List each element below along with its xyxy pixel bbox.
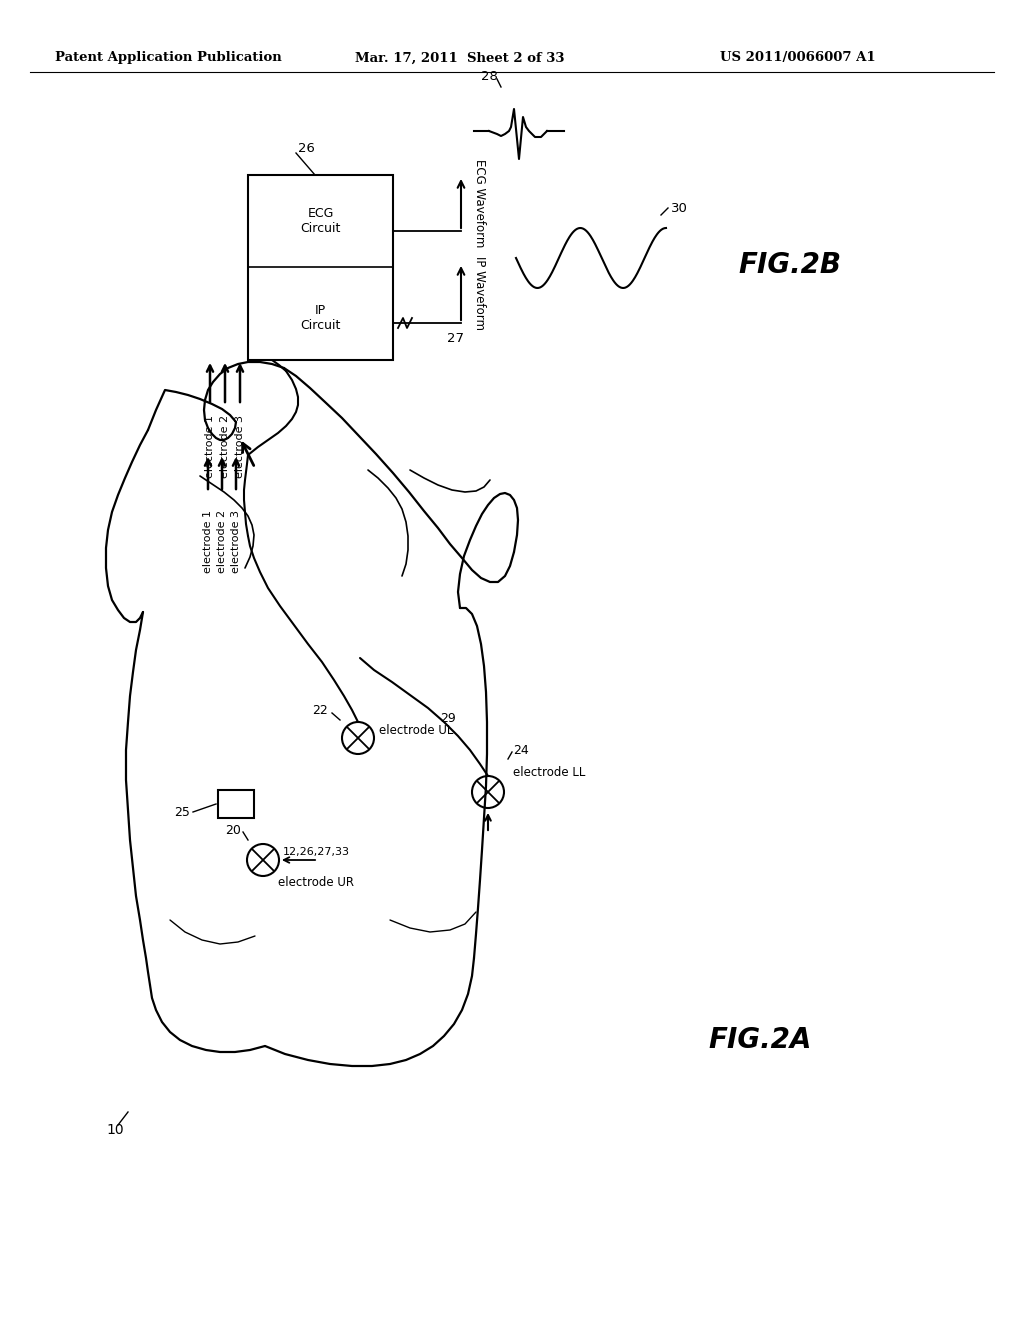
Text: 27: 27 bbox=[447, 333, 465, 346]
Text: FIG.2B: FIG.2B bbox=[738, 251, 842, 279]
Text: electrode 1: electrode 1 bbox=[205, 414, 215, 478]
Text: electrode 2: electrode 2 bbox=[217, 510, 227, 573]
Text: 12,26,27,33: 12,26,27,33 bbox=[283, 847, 350, 857]
Text: Mar. 17, 2011  Sheet 2 of 33: Mar. 17, 2011 Sheet 2 of 33 bbox=[355, 51, 564, 65]
Text: electrode 3: electrode 3 bbox=[234, 414, 245, 478]
Bar bbox=[248, 176, 393, 360]
Text: electrode 2: electrode 2 bbox=[220, 414, 230, 478]
Text: IP
Circuit: IP Circuit bbox=[300, 304, 341, 333]
Text: 10: 10 bbox=[106, 1123, 124, 1137]
Text: 28: 28 bbox=[480, 70, 498, 82]
Text: electrode LL: electrode LL bbox=[513, 766, 586, 779]
Text: 26: 26 bbox=[298, 141, 314, 154]
Text: electrode 3: electrode 3 bbox=[231, 510, 241, 573]
Text: electrode 1: electrode 1 bbox=[203, 510, 213, 573]
Text: 24: 24 bbox=[513, 743, 528, 756]
Text: 20: 20 bbox=[225, 824, 241, 837]
Text: US 2011/0066007 A1: US 2011/0066007 A1 bbox=[720, 51, 876, 65]
Text: 30: 30 bbox=[671, 202, 688, 214]
Text: IP Waveform: IP Waveform bbox=[473, 256, 486, 330]
Text: ECG
Circuit: ECG Circuit bbox=[300, 207, 341, 235]
Text: 25: 25 bbox=[174, 807, 190, 820]
Text: electrode UR: electrode UR bbox=[278, 875, 354, 888]
Text: electrode UL: electrode UL bbox=[379, 723, 454, 737]
Text: ECG Waveform: ECG Waveform bbox=[473, 158, 486, 247]
Text: FIG.2A: FIG.2A bbox=[709, 1026, 812, 1053]
Text: 22: 22 bbox=[312, 704, 328, 717]
Text: 29: 29 bbox=[440, 711, 456, 725]
Bar bbox=[218, 789, 254, 818]
Text: Patent Application Publication: Patent Application Publication bbox=[55, 51, 282, 65]
